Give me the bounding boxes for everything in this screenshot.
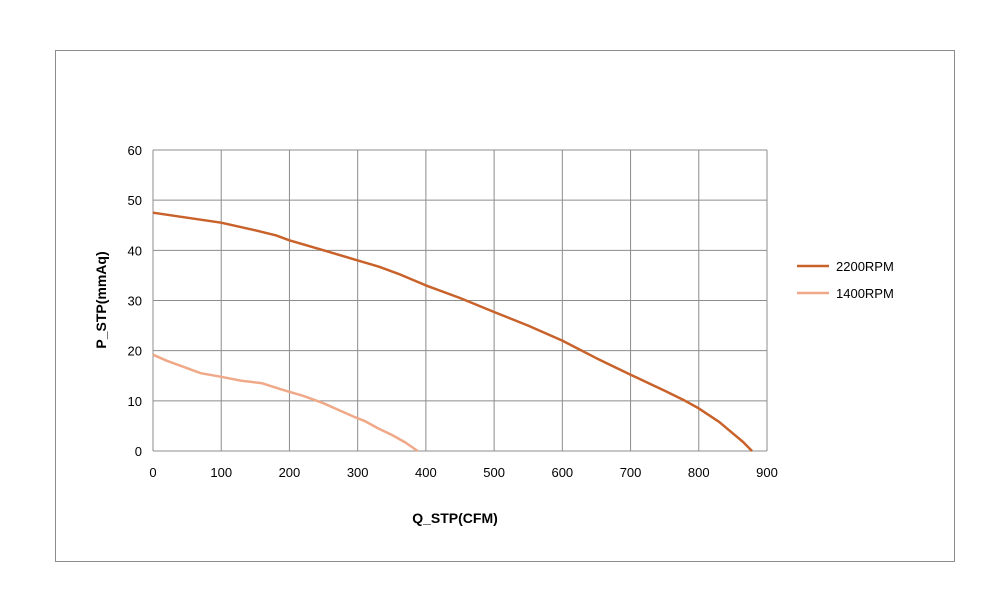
grid: [152, 149, 768, 452]
x-tick-label: 300: [347, 465, 369, 480]
y-axis-title: P_STP(mmAq): [93, 251, 109, 348]
y-tick-label: 60: [128, 143, 142, 158]
chart-frame: [55, 50, 955, 562]
x-tick-label: 900: [756, 465, 778, 480]
y-tick-label: 40: [128, 243, 142, 258]
legend-label: 2200RPM: [836, 259, 894, 274]
series-lines: [152, 211, 753, 453]
y-tick-label: 10: [128, 394, 142, 409]
y-tick-label: 0: [135, 444, 142, 459]
y-tick-label: 50: [128, 193, 142, 208]
x-tick-label: 100: [210, 465, 232, 480]
x-tick-label: 700: [620, 465, 642, 480]
x-tick-label: 400: [415, 465, 437, 480]
series-line-1400RPM: [152, 353, 419, 453]
x-axis-title: Q_STP(CFM): [412, 510, 498, 526]
legend-label: 1400RPM: [836, 286, 894, 301]
x-tick-label: 600: [551, 465, 573, 480]
y-tick-label: 30: [128, 294, 142, 309]
x-tick-label: 0: [149, 465, 156, 480]
x-tick-label: 500: [483, 465, 505, 480]
y-tick-label: 20: [128, 344, 142, 359]
x-tick-label: 200: [279, 465, 301, 480]
series-line-2200RPM: [152, 211, 753, 452]
x-tick-label: 800: [688, 465, 710, 480]
tick-labels: 0 100 200 300 400 500 600 700 800 900 0 10 20 30 40 50 6…: [128, 143, 778, 480]
legend: 2200RPM 1400RPM: [797, 259, 894, 301]
